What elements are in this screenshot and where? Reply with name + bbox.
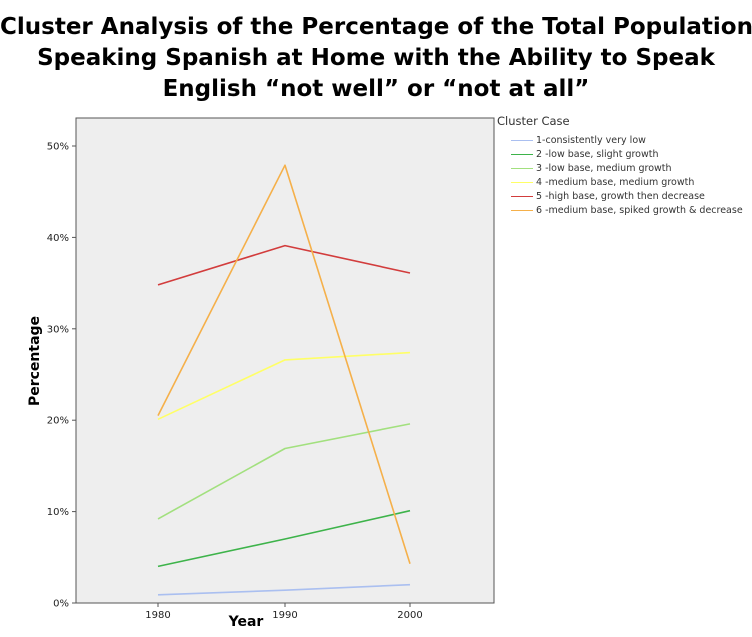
x-axis-label: Year xyxy=(228,614,264,630)
legend-title: Cluster Case xyxy=(497,114,570,128)
legend-item-4: 4 -medium base, medium growth xyxy=(496,175,743,189)
x-tick-label: 1980 xyxy=(145,610,170,621)
legend-swatch xyxy=(511,195,533,197)
y-axis-label: Percentage xyxy=(27,316,43,406)
legend-label: 2 -low base, slight growth xyxy=(536,148,659,160)
legend-label: 6 -medium base, spiked growth & decrease xyxy=(536,204,743,216)
legend-item-2: 2 -low base, slight growth xyxy=(496,147,743,161)
y-tick-label: 20% xyxy=(47,416,69,427)
y-tick-label: 50% xyxy=(47,142,69,153)
series-line-5 xyxy=(157,244,411,286)
x-tick-label: 1990 xyxy=(272,610,297,621)
legend-item-3: 3 -low base, medium growth xyxy=(496,161,743,175)
legend-swatch xyxy=(511,209,533,211)
chart-title-line-2: Speaking Spanish at Home with the Abilit… xyxy=(37,45,715,71)
y-tick-label: 40% xyxy=(47,233,69,244)
legend-item-6: 6 -medium base, spiked growth & decrease xyxy=(496,203,743,217)
series-line-6 xyxy=(157,164,411,564)
series-line-1 xyxy=(157,583,411,596)
legend-swatch xyxy=(511,153,533,155)
legend-swatch xyxy=(511,181,533,183)
legend-swatch xyxy=(511,167,533,169)
axes: 0% 10% 20% 30% 40% 50% 1980 1990 2000 xyxy=(47,142,423,622)
legend-label: 5 -high base, growth then decrease xyxy=(536,190,705,202)
legend-label: 3 -low base, medium growth xyxy=(536,162,672,174)
legend-label: 4 -medium base, medium growth xyxy=(536,176,695,188)
series-layer xyxy=(157,164,411,596)
y-tick-label: 30% xyxy=(47,324,69,335)
legend-label: 1-consistently very low xyxy=(536,134,646,146)
legend: Cluster Case 1-consistently very low 2 -l… xyxy=(496,114,743,217)
x-tick-label: 2000 xyxy=(397,610,422,621)
chart-title: Cluster Analysis of the Percentage of th… xyxy=(0,12,752,105)
y-tick-label: 10% xyxy=(47,507,69,518)
chart-title-line-1: Cluster Analysis of the Percentage of th… xyxy=(0,14,752,40)
series-line-4 xyxy=(157,351,411,421)
y-tick-label: 0% xyxy=(53,599,69,610)
legend-item-5: 5 -high base, growth then decrease xyxy=(496,189,743,203)
legend-item-1: 1-consistently very low xyxy=(496,133,743,147)
series-line-2 xyxy=(157,509,411,568)
chart-title-line-3: English “not well” or “not at all” xyxy=(162,76,590,102)
legend-items: 1-consistently very low 2 -low base, slig… xyxy=(496,133,743,217)
plot-area xyxy=(75,117,495,604)
legend-swatch xyxy=(511,139,533,141)
